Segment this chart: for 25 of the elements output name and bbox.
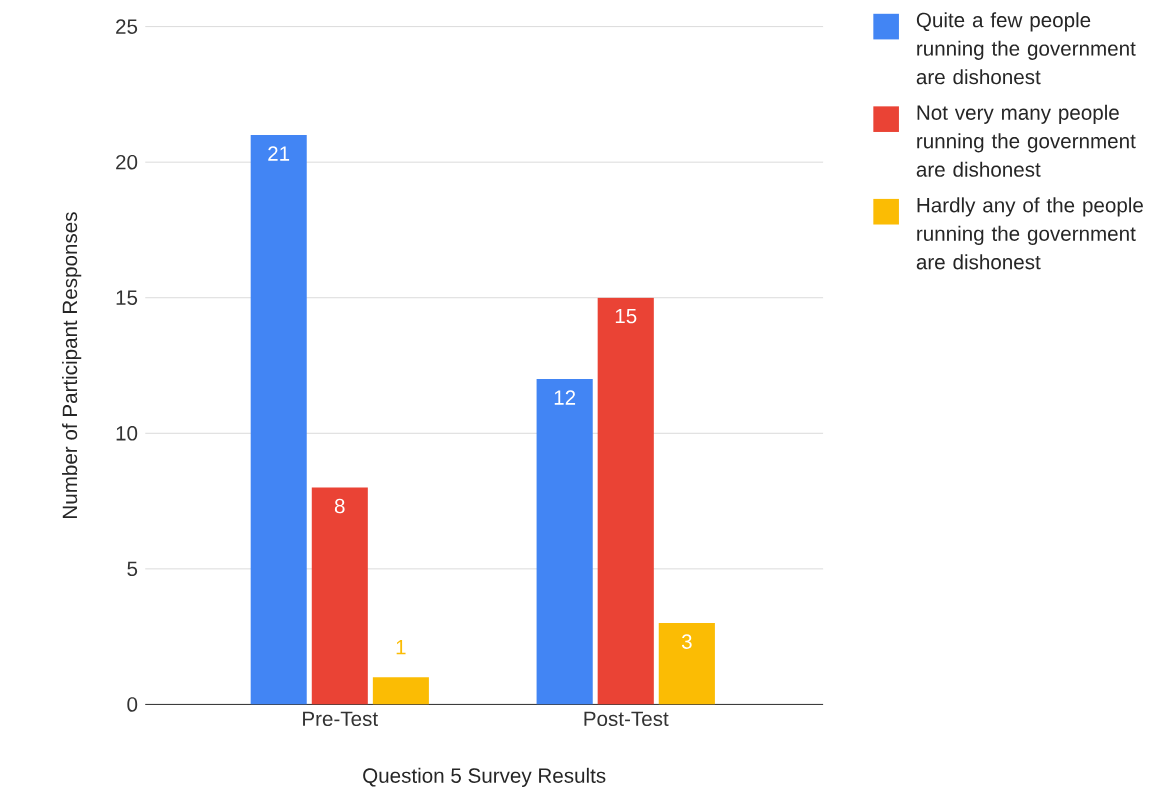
- bar: [597, 297, 654, 705]
- data-label: 12: [554, 390, 576, 405]
- data-label: 1: [396, 640, 406, 655]
- x-tick-label: Pre-Test: [303, 711, 378, 727]
- bar: [536, 379, 593, 705]
- legend-label: Hardly any of the people running the government are dishonest: [916, 197, 1143, 270]
- data-label: 3: [681, 634, 692, 649]
- y-tick-label: 15: [116, 290, 138, 305]
- x-tick-label: Post-Test: [584, 711, 669, 727]
- y-tick-label: 10: [116, 426, 138, 441]
- y-tick-label: 5: [127, 561, 138, 577]
- data-label: 15: [615, 309, 637, 324]
- data-label: 8: [334, 498, 345, 514]
- x-axis-title: Question 5 Survey Results: [363, 767, 606, 788]
- bar: [311, 487, 368, 705]
- bar: [250, 135, 307, 705]
- y-tick-label: 0: [127, 697, 138, 712]
- y-tick-label: 20: [116, 154, 138, 170]
- data-label: 21: [268, 146, 290, 161]
- bar: [658, 623, 715, 705]
- legend-label: Quite a few people running the government are dishonest: [916, 12, 1136, 85]
- y-axis-title: Number of Participant Responses: [62, 212, 82, 518]
- bar: [372, 677, 429, 705]
- y-tick-label: 25: [116, 19, 138, 34]
- legend-label: Not very many people running the government are dishonest: [916, 104, 1136, 177]
